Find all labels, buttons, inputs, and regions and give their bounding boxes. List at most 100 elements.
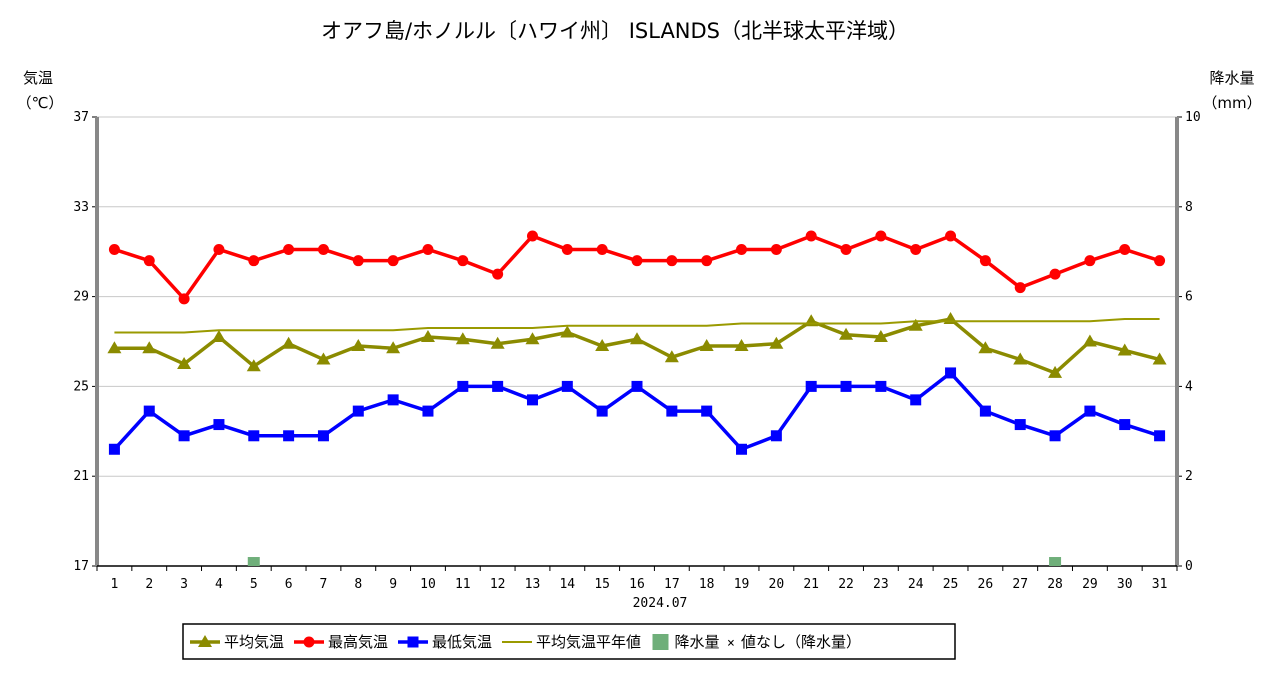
data-point — [143, 255, 155, 267]
y-left-tick-label: 25 — [73, 379, 89, 394]
x-tick-label: 31 — [1152, 577, 1168, 592]
data-point — [352, 255, 364, 267]
data-point — [178, 293, 190, 305]
data-point — [596, 405, 608, 417]
data-point — [561, 243, 573, 255]
x-tick-label: 20 — [769, 577, 785, 592]
data-point — [666, 405, 678, 417]
data-point — [910, 394, 922, 406]
data-point — [248, 255, 260, 267]
data-point — [387, 255, 399, 267]
legend-swatch-marker — [303, 636, 315, 648]
data-point — [1014, 282, 1026, 294]
data-point — [386, 341, 401, 354]
y-left-tick-label: 21 — [73, 469, 89, 484]
data-point — [211, 330, 226, 343]
x-tick-label: 9 — [389, 577, 397, 592]
data-point — [840, 380, 852, 392]
legend-swatch-marker — [198, 635, 212, 647]
data-point — [979, 255, 991, 267]
data-point — [908, 318, 923, 331]
y-right-label-line1: 降水量 — [1209, 69, 1254, 87]
x-tick-label: 21 — [803, 577, 819, 592]
precipitation-bars — [247, 557, 1062, 566]
data-point — [457, 380, 469, 392]
data-point — [736, 443, 748, 455]
series-line-0 — [114, 317, 1161, 375]
data-point — [1152, 352, 1167, 365]
y-left-label-line2: （℃） — [17, 94, 64, 112]
data-point — [1119, 243, 1131, 255]
data-point — [351, 338, 366, 351]
x-tick-label: 2 — [145, 577, 153, 592]
data-point — [107, 341, 122, 354]
data-point — [736, 243, 748, 255]
legend: 平均気温 最高気温 最低気温 平均気温平年値 降水量 × 値なし（降水量） — [182, 623, 956, 660]
data-point — [664, 350, 679, 363]
x-tick-label: 7 — [320, 577, 328, 592]
data-point — [1119, 419, 1131, 431]
data-point — [387, 394, 399, 406]
y-right-tick-label: 10 — [1185, 110, 1201, 125]
x-tick-label: 13 — [525, 577, 541, 592]
data-point — [596, 243, 608, 255]
data-point — [317, 243, 329, 255]
data-point — [455, 332, 470, 345]
y-right-tick-label: 0 — [1185, 559, 1193, 574]
x-tick-label: 17 — [664, 577, 680, 592]
data-point — [248, 430, 260, 442]
y-right-tick-label: 4 — [1185, 379, 1193, 394]
x-tick-label: 12 — [490, 577, 506, 592]
x-tick-label: 11 — [455, 577, 471, 592]
data-point — [769, 336, 784, 349]
data-point — [213, 419, 225, 431]
y-right-tick-label: 2 — [1185, 469, 1193, 484]
data-point — [143, 405, 155, 417]
legend-missing-marker: × — [727, 636, 735, 651]
y-right-label-line2: （mm） — [1202, 94, 1261, 112]
data-point — [699, 338, 714, 351]
data-point — [492, 380, 504, 392]
y-left-tick-label: 33 — [73, 200, 89, 215]
data-point — [840, 243, 852, 255]
x-tick-label: 4 — [215, 577, 223, 592]
data-point — [873, 330, 888, 343]
data-point — [492, 268, 504, 280]
x-tick-label: 5 — [250, 577, 258, 592]
data-point — [910, 243, 922, 255]
data-point — [283, 430, 295, 442]
legend-label: 値なし（降水量） — [741, 633, 861, 651]
x-tick-label: 18 — [699, 577, 715, 592]
data-point — [1117, 343, 1132, 356]
data-point — [108, 443, 120, 455]
data-point — [316, 352, 331, 365]
data-point — [457, 255, 469, 267]
series-line-3 — [114, 318, 1160, 334]
data-point — [1084, 255, 1096, 267]
precipitation-bar — [247, 557, 260, 566]
data-point — [875, 380, 887, 392]
data-point — [317, 430, 329, 442]
grid-lines — [97, 116, 1177, 477]
data-point — [490, 336, 505, 349]
legend-label: 降水量 — [675, 633, 720, 651]
data-point — [142, 341, 157, 354]
y-left-label-line1: 気温 — [23, 69, 53, 87]
x-tick-label: 14 — [559, 577, 575, 592]
x-tick-label: 24 — [908, 577, 924, 592]
data-point — [561, 380, 573, 392]
x-tick-label: 16 — [629, 577, 645, 592]
data-point — [978, 341, 993, 354]
data-point — [246, 359, 261, 372]
x-tick-label: 10 — [420, 577, 436, 592]
data-point — [631, 380, 643, 392]
data-point — [420, 330, 435, 343]
x-axis-label: 2024.07 — [633, 596, 688, 611]
data-point — [1014, 419, 1026, 431]
y-right-tick-label: 6 — [1185, 290, 1193, 305]
data-point — [422, 405, 434, 417]
data-point — [560, 325, 575, 338]
data-point — [108, 243, 120, 255]
data-point — [875, 230, 887, 242]
